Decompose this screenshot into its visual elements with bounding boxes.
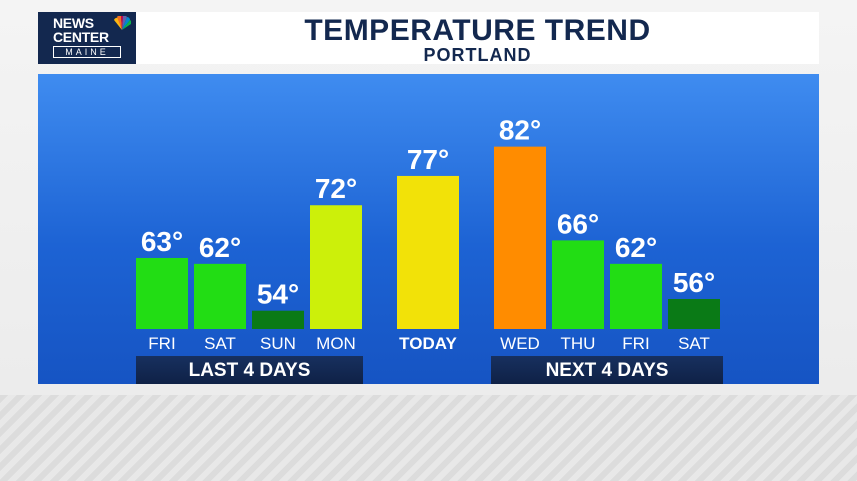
news-center-maine-logo: NEWS CENTER MAINE <box>38 12 136 64</box>
header-bar: NEWS CENTER MAINE TEMPERATURE TREND PORT… <box>38 12 819 64</box>
category-label-3: SUN <box>260 334 296 353</box>
category-label-6: WED <box>500 334 540 353</box>
page-title: TEMPERATURE TREND <box>304 14 651 47</box>
location-subtitle: PORTLAND <box>423 45 532 65</box>
category-label-4: MON <box>316 334 356 353</box>
value-label-2: 62° <box>199 232 241 263</box>
bar-5 <box>397 175 459 329</box>
bar-6 <box>494 146 546 329</box>
last-4-days-label: LAST 4 DAYS <box>136 356 363 384</box>
logo-text-maine: MAINE <box>53 46 121 58</box>
bar-9 <box>668 299 720 329</box>
category-label-7: THU <box>561 334 596 353</box>
next-4-days-label: NEXT 4 DAYS <box>491 356 723 384</box>
category-label-2: SAT <box>204 334 236 353</box>
bar-2 <box>194 263 246 329</box>
category-label-8: FRI <box>622 334 649 353</box>
value-label-5: 77° <box>407 144 449 175</box>
category-label-1: FRI <box>148 334 175 353</box>
logo-text-news: NEWS <box>53 15 94 31</box>
category-label-9: SAT <box>678 334 710 353</box>
value-label-4: 72° <box>315 173 357 204</box>
bar-3 <box>252 310 304 329</box>
bar-7 <box>552 240 604 329</box>
value-label-8: 62° <box>615 232 657 263</box>
logo-text-center: CENTER <box>53 29 109 45</box>
bar-4 <box>310 205 362 329</box>
peacock-icon <box>114 16 131 30</box>
bar-8 <box>610 263 662 329</box>
value-label-9: 56° <box>673 267 715 298</box>
category-label-5: TODAY <box>399 334 457 353</box>
value-label-6: 82° <box>499 115 541 146</box>
background-stripes <box>0 395 857 481</box>
value-label-7: 66° <box>557 208 599 239</box>
value-label-3: 54° <box>257 279 299 310</box>
value-label-1: 63° <box>141 226 183 257</box>
bar-1 <box>136 257 188 329</box>
